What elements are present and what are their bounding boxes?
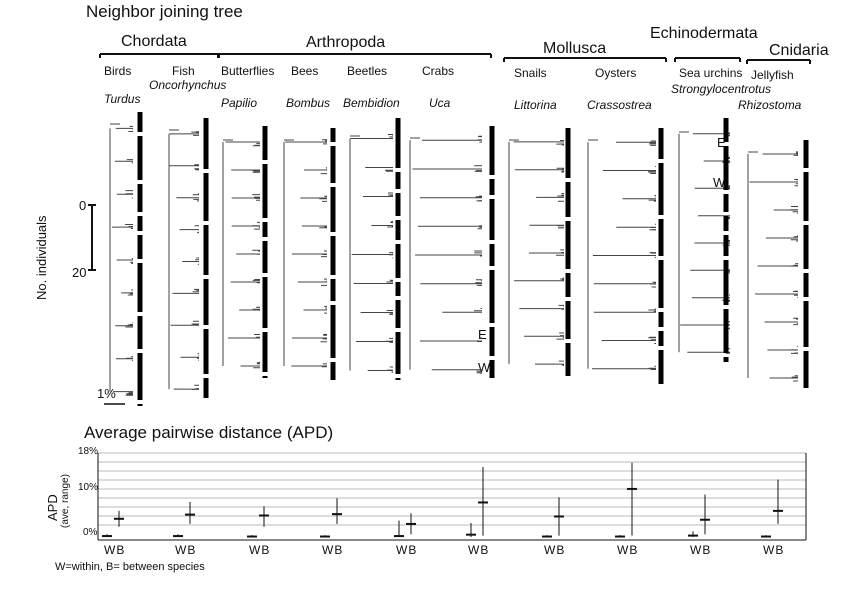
tree-branches [679,132,730,353]
tree-branches [284,140,327,367]
apd-errorbars [102,463,783,537]
neighbor-joining-trees [110,124,798,395]
tree-branches [169,130,199,389]
tree-branches [350,135,393,373]
species-bars [140,112,806,406]
tree-branches [509,140,564,365]
apd-gridlines [98,453,806,525]
apd-frame [98,453,806,540]
tree-branches [110,124,133,395]
phylum-brackets [100,54,810,64]
figure-art [0,0,848,590]
tree-branches [748,152,798,381]
tree-axis [88,205,125,404]
tree-branches [223,140,260,368]
tree-branches [588,140,656,370]
tree-branches [410,136,482,373]
